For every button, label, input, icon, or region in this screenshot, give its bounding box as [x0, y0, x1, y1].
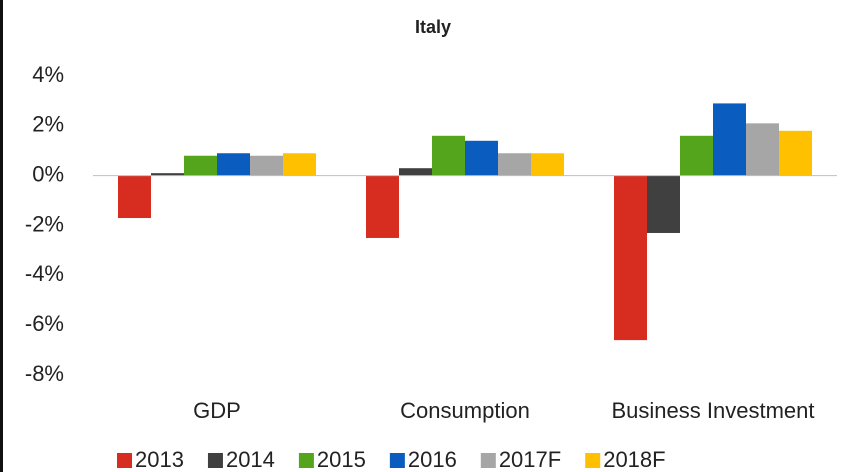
- legend-swatch: [389, 453, 405, 468]
- legend-label: 2015: [317, 447, 366, 472]
- y-tick-label: 2%: [32, 112, 64, 137]
- bar: [647, 175, 680, 233]
- bar: [779, 130, 812, 176]
- bar: [713, 103, 746, 176]
- legend-label: 2014: [226, 447, 275, 472]
- x-tick-label: GDP: [193, 398, 241, 423]
- bar: [498, 153, 531, 176]
- y-tick-label: 4%: [32, 62, 64, 87]
- legend-swatch: [480, 453, 496, 468]
- legend-swatch: [298, 453, 314, 468]
- y-tick-label: -8%: [25, 361, 64, 386]
- legend-swatch: [207, 453, 223, 468]
- chart-title: Italy: [415, 17, 451, 37]
- legend-swatch: [117, 453, 132, 468]
- y-tick-label: -2%: [25, 211, 64, 236]
- legend-label: 2018F: [603, 447, 665, 472]
- bar: [746, 123, 779, 176]
- bar: [217, 153, 250, 176]
- bar: [151, 173, 184, 176]
- bar: [680, 135, 713, 176]
- bar: [531, 153, 564, 176]
- legend-label: 2016: [408, 447, 457, 472]
- legend-label: 2013: [135, 447, 184, 472]
- bar: [432, 135, 465, 176]
- bar: [614, 175, 647, 341]
- bar: [184, 155, 217, 176]
- bar: [399, 168, 432, 176]
- y-tick-label: 0%: [32, 161, 64, 186]
- bar: [465, 140, 498, 176]
- legend-swatch: [585, 453, 601, 468]
- bar: [118, 175, 151, 219]
- bar: [250, 155, 283, 176]
- bar: [283, 153, 316, 176]
- x-tick-label: Business Investment: [612, 398, 815, 423]
- y-tick-label: -4%: [25, 261, 64, 286]
- bar: [366, 175, 399, 238]
- x-tick-label: Consumption: [400, 398, 530, 423]
- legend-label: 2017F: [499, 447, 561, 472]
- y-tick-label: -6%: [25, 311, 64, 336]
- left-border: [0, 0, 3, 472]
